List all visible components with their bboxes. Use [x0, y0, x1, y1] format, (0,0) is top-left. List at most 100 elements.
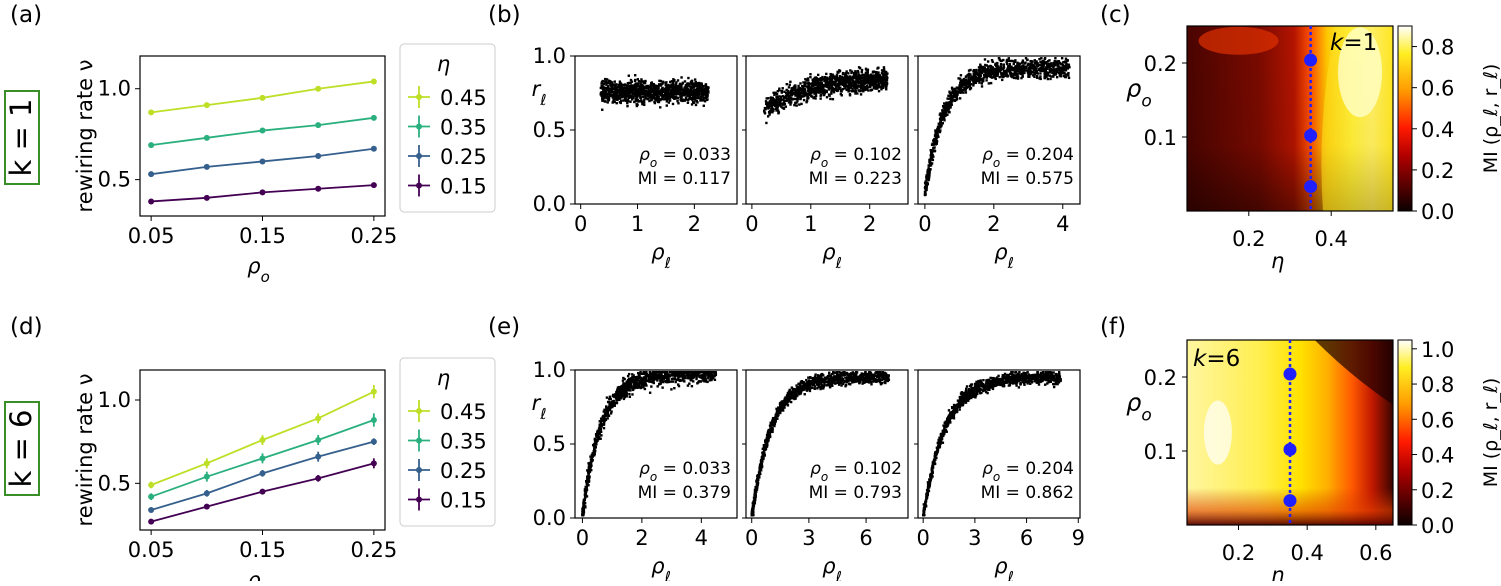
- scatter-point: [865, 77, 867, 79]
- scatter-point: [1044, 77, 1046, 79]
- data-point: [148, 198, 154, 204]
- scatter-point: [861, 69, 863, 71]
- scatter-point: [1023, 69, 1025, 71]
- scatter-point: [974, 72, 976, 74]
- scatter-point: [886, 79, 888, 81]
- scatter-point: [782, 87, 784, 89]
- scatter-point: [692, 83, 694, 85]
- scatter-point: [1016, 68, 1018, 70]
- scatter-point: [699, 375, 701, 377]
- scatter-point: [816, 82, 818, 84]
- scatter-point: [629, 396, 631, 398]
- scatter-point: [857, 85, 859, 87]
- scatter-point: [691, 80, 693, 82]
- scatter-point: [658, 96, 660, 98]
- scatter-point: [590, 458, 592, 460]
- scatter-point: [609, 396, 611, 398]
- scatter-point: [623, 393, 625, 395]
- scatter-point: [602, 88, 604, 90]
- data-point: [148, 482, 154, 488]
- scatter-point: [634, 376, 636, 378]
- y-tick-label: 0.5: [98, 471, 131, 495]
- scatter-point: [633, 94, 635, 96]
- scatter-point: [668, 374, 670, 376]
- scatter-point: [643, 86, 645, 88]
- scatter-point: [616, 399, 618, 401]
- scatter-point: [978, 66, 980, 68]
- scatter-point: [1006, 63, 1008, 65]
- scatter-point: [1001, 73, 1003, 75]
- scatter-point: [1049, 69, 1051, 71]
- scatter-point: [854, 72, 856, 74]
- heatmap-patch: [1199, 27, 1279, 55]
- scatter-point: [1054, 64, 1056, 66]
- scatter-point: [871, 83, 873, 85]
- scatter-point: [877, 67, 879, 69]
- scatter-point: [1010, 60, 1012, 62]
- legend-label: 0.45: [440, 86, 487, 110]
- scatter-point: [656, 379, 658, 381]
- scatter-point: [867, 89, 869, 91]
- scatter-point: [794, 85, 796, 87]
- scatter-point: [975, 78, 977, 80]
- scatter-point: [812, 97, 814, 99]
- scatter-point: [692, 94, 694, 96]
- scatter-point: [689, 376, 691, 378]
- scatter-point: [967, 86, 969, 88]
- scatter-point: [665, 376, 667, 378]
- scatter-point: [830, 75, 832, 77]
- scatter-point: [786, 83, 788, 85]
- scatter-point: [770, 99, 772, 101]
- scatter-point: [601, 81, 603, 83]
- scatter-point: [883, 84, 885, 86]
- scatter-point: [1067, 72, 1069, 74]
- scatter-point: [798, 103, 800, 105]
- scatter-point: [1055, 73, 1057, 75]
- plot-frame: [140, 370, 385, 530]
- scatter-point: [643, 82, 645, 84]
- scatter-point: [675, 96, 677, 98]
- annotation-rho: ρo = 0.033: [639, 145, 731, 170]
- scatter-point: [630, 79, 632, 81]
- y-axis-label: rewiring rate ν: [73, 60, 97, 213]
- scatter-point: [638, 86, 640, 88]
- scatter-point: [610, 412, 612, 414]
- data-point: [260, 189, 266, 195]
- scatter-point: [987, 60, 989, 62]
- legend-label: 0.35: [440, 430, 487, 454]
- scatter-point: [659, 380, 661, 382]
- scatter-point: [881, 86, 883, 88]
- scatter-point: [1030, 70, 1032, 72]
- scatter-point: [672, 374, 674, 376]
- scatter-point: [883, 74, 885, 76]
- scatter-point: [626, 102, 628, 104]
- scatter-point: [873, 71, 875, 73]
- scatter-point: [1050, 75, 1052, 77]
- scatter-point: [788, 86, 790, 88]
- scatter-point: [843, 85, 845, 87]
- scatter-point: [631, 393, 633, 395]
- data-point: [315, 153, 321, 159]
- scatter-point: [763, 111, 765, 113]
- scatter-point: [626, 92, 628, 94]
- scatter-point: [605, 93, 607, 95]
- scatter-point: [872, 75, 874, 77]
- scatter-point: [606, 414, 608, 416]
- panel-label: (a): [10, 2, 42, 28]
- data-point: [260, 489, 266, 495]
- scatter-point: [867, 74, 869, 76]
- scatter-point: [701, 374, 703, 376]
- legend-label: 0.25: [440, 145, 487, 169]
- x-tick-label: 2: [863, 212, 876, 236]
- scatter-point: [851, 90, 853, 92]
- scatter-point: [765, 100, 767, 102]
- scatter-point: [650, 94, 652, 96]
- scatter-point: [628, 393, 630, 395]
- scatter-point: [885, 86, 887, 88]
- scatter-point: [987, 66, 989, 68]
- scatter-point: [805, 79, 807, 81]
- legend-label: 0.45: [440, 400, 487, 424]
- scatter-point: [815, 76, 817, 78]
